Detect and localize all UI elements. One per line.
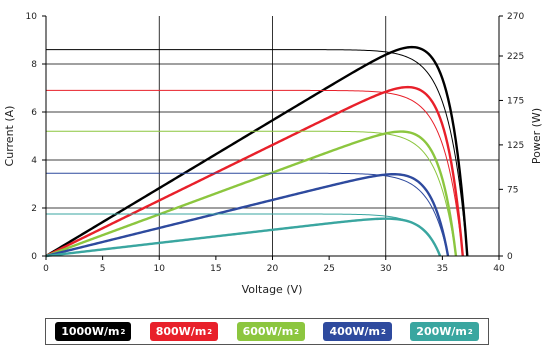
legend-item-4: 200W/m 2: [410, 322, 479, 341]
y-right-tick-label: 270: [507, 12, 524, 22]
iv-curve-4: [46, 213, 441, 257]
y-right-tick-label: 125: [507, 141, 524, 151]
y-left-tick-label: 2: [31, 204, 37, 214]
y-right-tick-label: 225: [507, 52, 524, 62]
iv-curve-1: [46, 89, 464, 257]
y-axis-right-label: Power (W): [530, 108, 543, 164]
x-tick-label: 15: [210, 264, 221, 274]
pv-curve-3: [45, 173, 450, 258]
grid: [46, 16, 499, 256]
legend-label-sup: 2: [294, 327, 300, 336]
iv-curve-0: [46, 49, 468, 257]
legend-item-2: 600W/m 2: [236, 322, 306, 341]
legend-item-0: 1000W/m 2: [55, 322, 132, 341]
y-right-tick-label: 175: [507, 96, 524, 106]
legend-label-sup: 2: [207, 327, 213, 336]
x-tick-label: 40: [493, 264, 505, 274]
legend-label: 200W/m: [416, 325, 467, 338]
pv-curve-1: [45, 85, 464, 258]
pv-curve-4: [45, 217, 442, 258]
y-right-tick-label: 75: [507, 185, 518, 195]
x-axis-label: Voltage (V): [242, 283, 303, 296]
y-axis-left-label: Current (A): [3, 106, 16, 167]
legend-label: 800W/m: [155, 325, 207, 338]
y-left-tick-label: 4: [31, 156, 37, 166]
x-tick-label: 5: [100, 264, 106, 274]
y-left-tick-label: 8: [31, 60, 37, 70]
curves: [45, 45, 469, 258]
iv-curve-2: [46, 130, 457, 257]
x-tick-label: 35: [437, 264, 448, 274]
legend-label-sup: 2: [467, 327, 473, 336]
legend-label: 1000W/m: [61, 325, 120, 338]
legend-label-sup: 2: [381, 327, 386, 336]
x-tick-label: 25: [323, 264, 334, 274]
iv-curve-3: [46, 172, 449, 257]
x-tick-label: 0: [43, 264, 49, 274]
legend-label: 600W/m: [242, 325, 294, 338]
x-tick-label: 20: [267, 264, 279, 274]
legend-label-sup: 2: [120, 327, 126, 336]
x-tick-label: 30: [380, 264, 392, 274]
legend-item-3: 400W/m 2: [323, 322, 392, 341]
y-left-tick-label: 0: [31, 252, 37, 262]
x-tick-label: 10: [154, 264, 166, 274]
y-left-tick-label: 6: [31, 108, 37, 118]
legend-label: 400W/m: [329, 325, 381, 338]
y-right-tick-label: 0: [507, 252, 513, 262]
legend: 1000W/m 2 800W/m 2 600W/m 2 400W/m 2 200W/m 2: [45, 318, 489, 345]
y-left-tick-label: 10: [26, 12, 38, 22]
pv-curve-2: [45, 130, 458, 258]
legend-item-1: 800W/m 2: [149, 322, 219, 341]
